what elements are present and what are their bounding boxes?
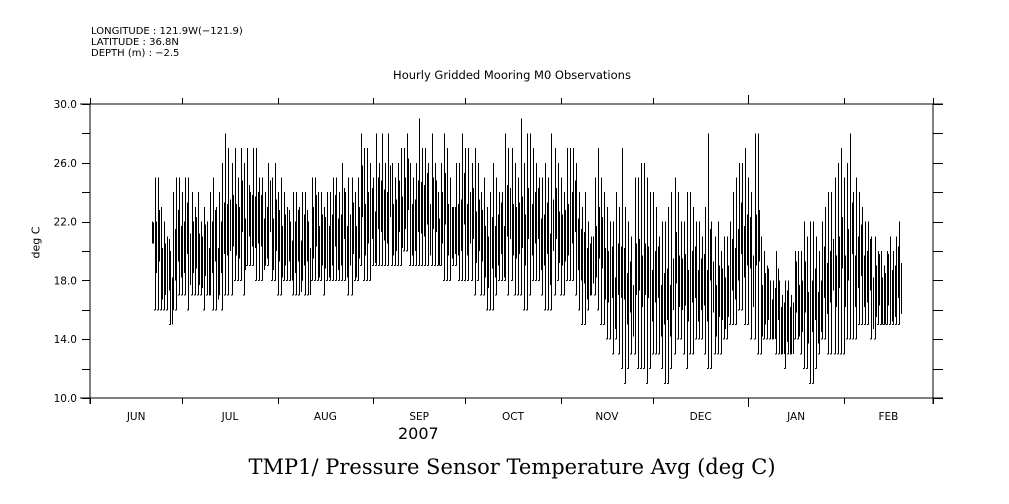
axes: 10.0 14.0 18.0 22.0 26.0 30.0 JUN JUL AUG SEP OCT N… [54, 95, 943, 423]
y-tick-label: 14.0 [54, 334, 77, 346]
x-axis-year-label: 2007 [398, 424, 439, 443]
y-tick-label: 22.0 [54, 217, 77, 229]
data-marks [152, 118, 902, 384]
x-tick-label: DEC [690, 411, 712, 423]
chart-title: TMP1/ Pressure Sensor Temperature Avg (d… [248, 455, 776, 479]
y-tick-label: 30.0 [54, 99, 77, 111]
latitude-label: LATITUDE : 36.8N [91, 37, 179, 48]
x-tick-label: JAN [786, 411, 805, 423]
x-tick-label: JUL [221, 411, 239, 423]
y-tick-label: 26.0 [54, 158, 77, 170]
x-tick-label: FEB [878, 411, 898, 423]
chart-subtitle: Hourly Gridded Mooring M0 Observations [393, 68, 631, 82]
x-tick-label: JUN [126, 411, 146, 423]
x-tick-label: OCT [502, 411, 525, 423]
y-tick-label: 18.0 [54, 275, 77, 287]
depth-label: DEPTH (m) : −2.5 [91, 48, 180, 59]
x-tick-label: AUG [314, 411, 337, 423]
longitude-label: LONGITUDE : 121.9W(−121.9) [91, 26, 243, 37]
x-tick-label: SEP [409, 411, 429, 423]
y-tick-label: 10.0 [54, 393, 77, 405]
x-tick-label: NOV [595, 411, 619, 423]
